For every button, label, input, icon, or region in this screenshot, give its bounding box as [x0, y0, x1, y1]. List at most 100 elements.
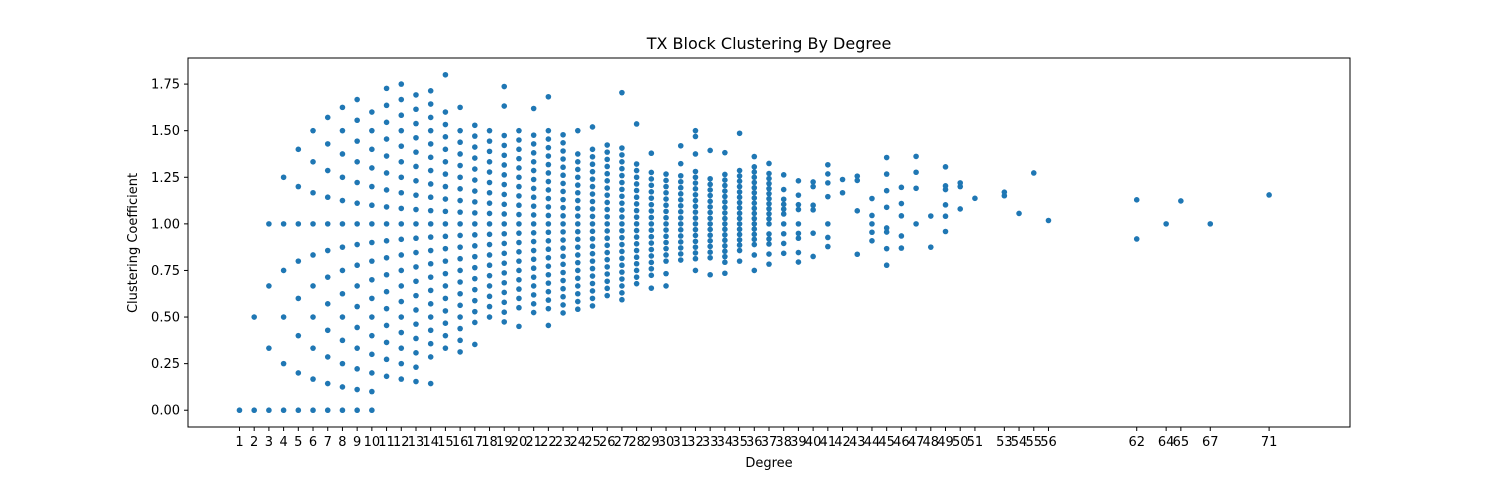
scatter-point — [545, 144, 552, 151]
scatter-point — [339, 337, 346, 344]
scatter-point — [677, 251, 684, 257]
scatter-point — [604, 292, 611, 299]
scatter-point — [810, 230, 816, 236]
scatter-point — [736, 237, 743, 243]
scatter-point — [280, 407, 287, 414]
scatter-point — [574, 189, 581, 196]
scatter-point — [633, 274, 640, 280]
scatter-point — [1030, 170, 1037, 176]
scatter-point — [398, 360, 405, 367]
scatter-point — [560, 269, 566, 276]
scatter-point — [574, 213, 581, 219]
x-tick-label: 27 — [614, 435, 631, 450]
scatter-point — [677, 142, 684, 149]
scatter-point — [530, 265, 537, 272]
scatter-point — [677, 160, 684, 167]
scatter-point — [766, 170, 772, 177]
scatter-point — [324, 221, 331, 227]
scatter-point — [589, 273, 596, 279]
x-tick-label: 47 — [908, 435, 925, 450]
scatter-point — [427, 88, 434, 94]
scatter-point — [883, 171, 890, 177]
scatter-point — [633, 207, 640, 214]
scatter-point — [369, 370, 375, 376]
x-tick-label: 53 — [996, 435, 1013, 450]
scatter-point — [560, 221, 566, 227]
scatter-point — [530, 301, 537, 307]
scatter-point — [795, 201, 802, 208]
scatter-point — [501, 152, 508, 159]
scatter-point — [560, 253, 566, 260]
scatter-point — [560, 277, 566, 284]
scatter-point — [648, 221, 655, 227]
scatter-point — [427, 287, 434, 294]
scatter-point — [457, 197, 463, 204]
x-tick-label: 36 — [746, 435, 763, 450]
scatter-point — [560, 172, 566, 179]
scatter-point — [545, 305, 552, 312]
scatter-point — [751, 179, 758, 186]
scatter-point — [383, 238, 390, 244]
scatter-point — [736, 199, 743, 206]
scatter-point — [354, 117, 360, 124]
scatter-point — [457, 139, 463, 146]
scatter-point — [383, 271, 390, 278]
scatter-point — [472, 210, 478, 216]
scatter-point — [310, 159, 316, 165]
scatter-point — [663, 252, 669, 258]
scatter-point — [913, 153, 919, 160]
x-tick-label: 31 — [672, 435, 689, 450]
scatter-point — [545, 187, 552, 193]
scatter-point — [457, 279, 463, 285]
scatter-point — [295, 221, 302, 227]
scatter-point — [722, 177, 728, 183]
scatter-point — [413, 350, 419, 356]
scatter-point — [1133, 236, 1140, 242]
y-tick-label: 0.75 — [151, 264, 180, 279]
scatter-point — [795, 192, 802, 198]
scatter-point — [766, 216, 772, 222]
scatter-point — [310, 407, 316, 414]
scatter-point — [486, 303, 493, 310]
scatter-point — [472, 319, 478, 326]
scatter-point — [869, 238, 875, 244]
scatter-point — [1001, 189, 1008, 195]
scatter-point — [589, 146, 596, 153]
x-tick-label: 24 — [570, 435, 587, 450]
scatter-point — [604, 199, 611, 206]
scatter-point — [354, 138, 360, 144]
scatter-point — [707, 215, 713, 222]
scatter-point — [501, 260, 508, 266]
scatter-point — [457, 151, 463, 157]
x-tick-label: 19 — [496, 435, 513, 450]
scatter-point — [310, 127, 316, 134]
scatter-point — [295, 407, 302, 414]
scatter-point — [442, 159, 449, 165]
scatter-point — [589, 183, 596, 190]
scatter-point — [677, 202, 684, 209]
scatter-point — [898, 233, 905, 239]
scatter-point — [589, 250, 596, 257]
scatter-point — [545, 212, 552, 219]
scatter-point — [707, 232, 713, 239]
scatter-point — [339, 221, 346, 227]
scatter-point — [574, 182, 581, 188]
scatter-point — [354, 303, 360, 310]
scatter-point — [883, 245, 890, 252]
scatter-point — [516, 221, 522, 227]
scatter-point — [795, 235, 802, 242]
scatter-point — [751, 236, 758, 243]
scatter-point — [486, 148, 493, 155]
scatter-point — [942, 164, 949, 170]
scatter-point — [560, 261, 566, 268]
scatter-point — [810, 183, 816, 190]
scatter-point — [677, 233, 684, 239]
scatter-point — [398, 329, 405, 336]
scatter-point — [486, 138, 493, 144]
scatter-point — [766, 205, 772, 212]
scatter-point — [560, 139, 566, 146]
x-tick-label: 33 — [702, 435, 719, 450]
scatter-point — [825, 234, 831, 241]
scatter-point — [427, 181, 434, 187]
scatter-point — [795, 230, 802, 237]
